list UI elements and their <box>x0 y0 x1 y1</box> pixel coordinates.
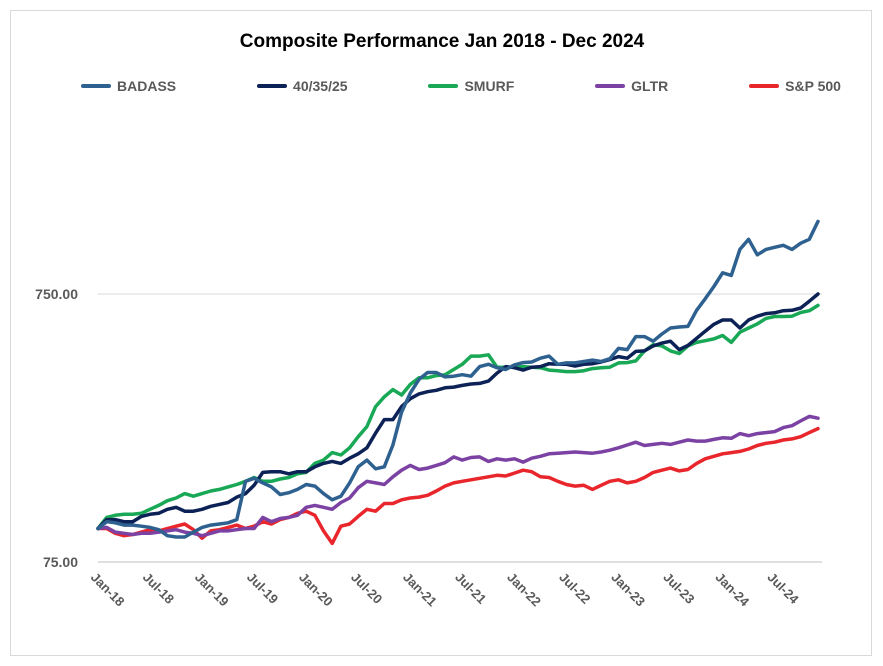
legend-label-40-35-25: 40/35/25 <box>293 78 348 94</box>
legend-item-badass: BADASS <box>81 75 176 97</box>
chart-legend: BADASS 40/35/25 SMURF GLTR S&P 500 <box>81 75 841 97</box>
chart-frame: Composite Performance Jan 2018 - Dec 202… <box>10 10 872 656</box>
legend-label-sp500: S&P 500 <box>785 78 841 94</box>
legend-label-badass: BADASS <box>117 78 177 94</box>
x-tick-label-4: Jan-20 <box>296 570 336 610</box>
x-tick-label-5: Jul-20 <box>348 570 385 607</box>
legend-swatch-badass <box>81 84 111 88</box>
legend-item-40-35-25: 40/35/25 <box>257 75 348 97</box>
x-tick-label-13: Jul-24 <box>765 570 803 608</box>
legend-label-smurf: SMURF <box>464 78 515 94</box>
x-tick-label-11: Jul-23 <box>660 570 697 607</box>
x-tick-label-1: Jul-18 <box>140 570 177 607</box>
x-tick-label-6: Jan-21 <box>400 570 440 610</box>
y-tick-label-0: 75.00 <box>43 554 78 570</box>
chart-title: Composite Performance Jan 2018 - Dec 202… <box>239 31 645 52</box>
legend-label-gltr: GLTR <box>631 78 669 94</box>
series-line-badass <box>96 219 820 539</box>
x-tick-label-12: Jan-24 <box>712 570 752 610</box>
series-line-smurf <box>96 303 820 531</box>
legend-swatch-sp500 <box>749 84 780 88</box>
x-tick-label-3: Jul-19 <box>244 570 281 607</box>
legend-swatch-40-35-25 <box>257 84 288 88</box>
x-tick-label-2: Jan-19 <box>192 570 232 610</box>
series-line-40-35-25 <box>96 292 820 531</box>
series-line-gltr <box>96 414 820 538</box>
legend-item-gltr: GLTR <box>595 75 668 97</box>
legend-item-sp500: S&P 500 <box>749 75 841 97</box>
x-tick-label-10: Jan-23 <box>608 570 648 610</box>
x-tick-label-8: Jan-22 <box>504 570 544 610</box>
legend-swatch-smurf <box>428 84 459 88</box>
y-tick-label-1: 750.00 <box>35 286 78 302</box>
x-tick-label-7: Jul-21 <box>452 570 489 607</box>
legend-item-smurf: SMURF <box>428 75 514 97</box>
x-tick-label-0: Jan-18 <box>88 570 128 610</box>
x-tick-label-9: Jul-22 <box>556 570 593 607</box>
legend-swatch-gltr <box>595 84 626 88</box>
